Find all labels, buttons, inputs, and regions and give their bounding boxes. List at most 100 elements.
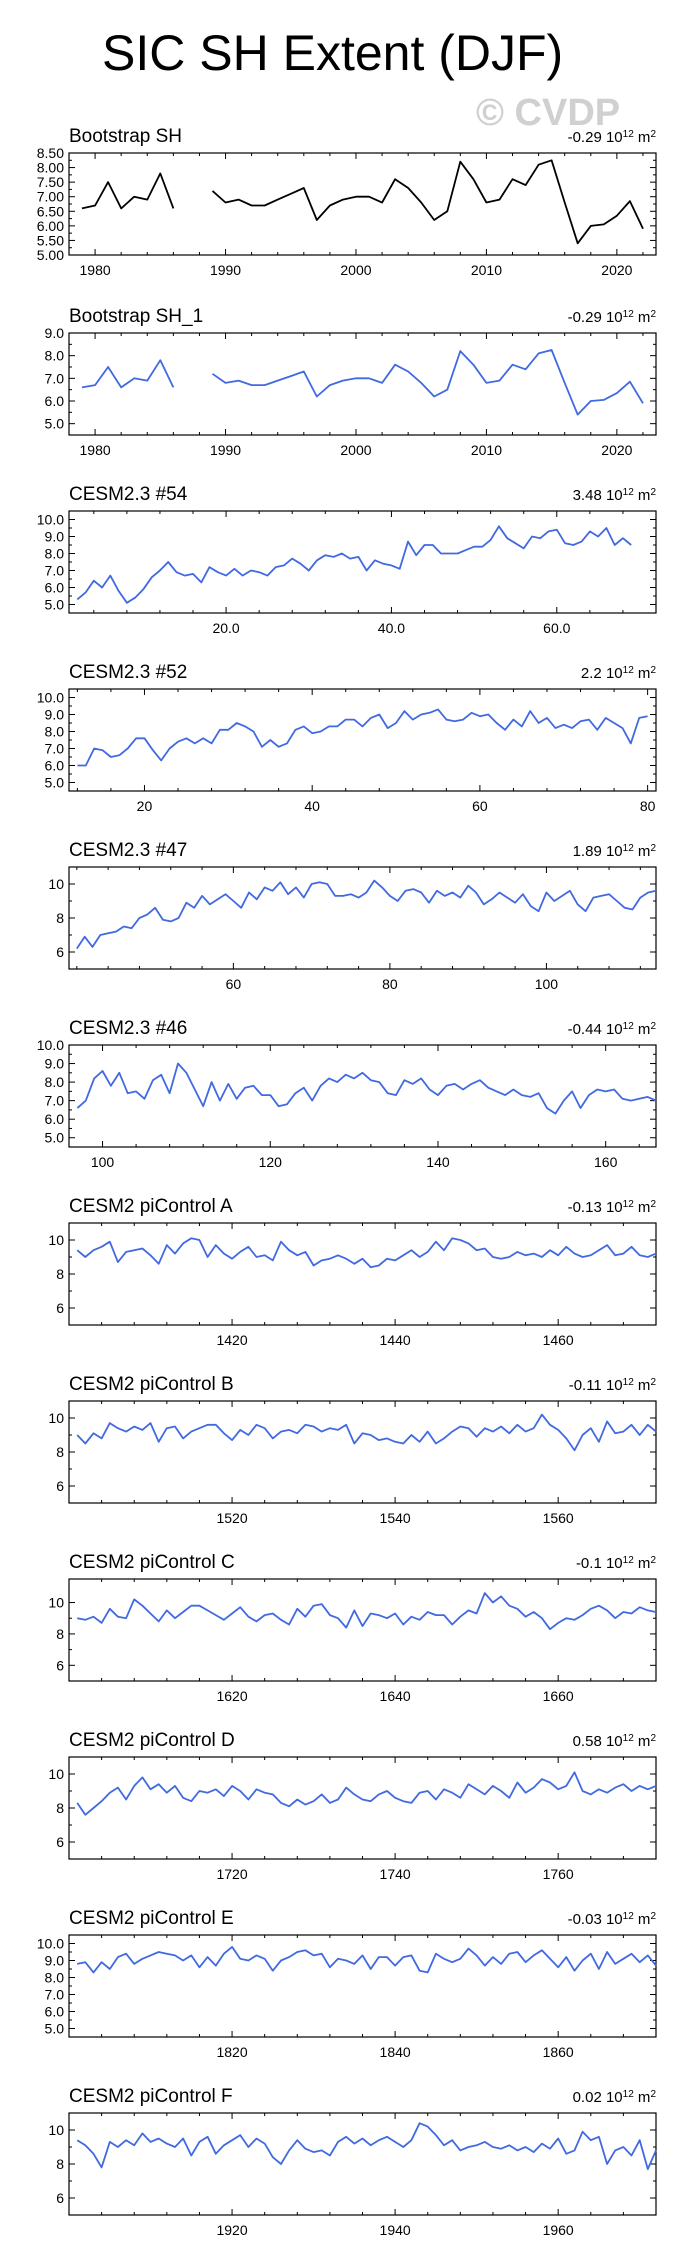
data-series-line — [76, 1413, 657, 1452]
x-tick-label: 1420 — [216, 1332, 247, 1348]
y-tick-label: 10.0 — [37, 690, 64, 706]
trend-label: -0.03 1012 m2 — [568, 1911, 657, 1929]
x-tick-label: 1720 — [216, 1866, 247, 1882]
chart-title: Bootstrap SH — [69, 126, 182, 147]
y-tick-label: 8.0 — [45, 1074, 65, 1090]
y-tick-label: 9.0 — [45, 325, 65, 341]
x-tick-label: 2000 — [340, 442, 371, 458]
x-tick-label: 60 — [226, 976, 242, 992]
x-tick-label: 1840 — [380, 2044, 411, 2060]
y-tick-label: 5.00 — [37, 247, 64, 263]
data-series-line — [76, 879, 657, 950]
x-tick-label: 2010 — [471, 262, 502, 278]
y-tick-label: 6 — [56, 2190, 64, 2206]
y-tick-label: 8 — [56, 1800, 64, 1816]
x-tick-label: 2000 — [340, 262, 371, 278]
plot-frame — [68, 1400, 657, 1504]
plot-frame — [68, 688, 657, 792]
x-tick-label: 1660 — [543, 1688, 574, 1704]
plot-frame — [68, 332, 657, 436]
chart-panel-2: Bootstrap SH_1 -0.29 1012 m2 5.0 6.0 7.0 8.0 9… — [45, 306, 657, 458]
x-tick-label: 40.0 — [378, 620, 405, 636]
y-tick-label: 8 — [56, 1266, 64, 1282]
y-tick-label: 6.0 — [45, 393, 65, 409]
plot-frame — [68, 1578, 657, 1682]
plot-frame — [68, 152, 657, 256]
data-series-line — [81, 359, 175, 389]
chart-panel-4: CESM2.3 #52 2.2 1012 m2 5.06.07.08.09.010.… — [37, 662, 657, 814]
x-tick-label: 100 — [535, 976, 559, 992]
chart-panel-9: CESM2 piControl C -0.1 1012 m2 6 8 10 1620 164… — [48, 1552, 657, 1704]
data-series-line — [76, 1237, 657, 1269]
x-tick-label: 1440 — [380, 1332, 411, 1348]
y-tick-label: 9.0 — [45, 1953, 65, 1969]
data-series-line — [77, 708, 648, 767]
data-series-line — [211, 349, 644, 416]
x-tick-label: 100 — [91, 1154, 115, 1170]
x-tick-label: 20.0 — [212, 620, 239, 636]
y-tick-label: 10 — [48, 876, 64, 892]
x-tick-label: 1620 — [216, 1688, 247, 1704]
x-tick-label: 40 — [304, 798, 320, 814]
y-tick-label: 9.0 — [45, 1056, 65, 1072]
y-tick-label: 10.0 — [37, 1936, 64, 1952]
y-tick-label: 10.0 — [37, 1037, 64, 1053]
y-tick-label: 5.0 — [45, 775, 65, 791]
y-tick-label: 10 — [48, 1595, 64, 1611]
y-tick-label: 6.50 — [37, 203, 64, 219]
y-tick-label: 8 — [56, 2156, 64, 2172]
y-tick-label: 10 — [48, 2122, 64, 2138]
chart-title: CESM2.3 #52 — [69, 662, 187, 683]
y-tick-label: 6.0 — [45, 2004, 65, 2020]
x-tick-label: 160 — [594, 1154, 618, 1170]
trend-label: -0.1 1012 m2 — [576, 1555, 657, 1573]
plot-frame — [68, 1222, 657, 1326]
y-tick-label: 9.0 — [45, 529, 65, 545]
data-series-line — [211, 159, 644, 245]
chart-title: CESM2 piControl B — [69, 1374, 234, 1395]
data-series-line — [76, 2122, 657, 2171]
trend-label: -0.44 1012 m2 — [568, 1021, 657, 1039]
chart-panel-12: CESM2 piControl F 0.02 1012 m2 6 8 10 1920 194… — [48, 2086, 657, 2238]
plot-frame — [68, 1934, 657, 2038]
trend-label: -0.29 1012 m2 — [568, 309, 657, 327]
x-tick-label: 1540 — [380, 1510, 411, 1526]
y-tick-label: 8 — [56, 1444, 64, 1460]
y-tick-label: 5.0 — [45, 597, 65, 613]
x-tick-label: 20 — [137, 798, 153, 814]
chart-panel-11: CESM2 piControl E -0.03 1012 m2 5.06.07.08… — [37, 1908, 657, 2060]
y-tick-label: 7.50 — [37, 174, 64, 190]
x-tick-label: 1920 — [216, 2222, 247, 2238]
y-tick-label: 6 — [56, 1478, 64, 1494]
chart-panel-3: CESM2.3 #54 3.48 1012 m2 5.06.07.08.09.010… — [37, 484, 657, 636]
trend-label: 2.2 1012 m2 — [581, 665, 657, 683]
chart-panel-1: Bootstrap SH -0.29 1012 m2 5.005.506.006.5… — [37, 126, 657, 278]
chart-title: CESM2.3 #54 — [69, 484, 188, 505]
y-tick-label: 7.0 — [45, 1987, 65, 2003]
chart-title: CESM2 piControl F — [69, 2086, 233, 2107]
chart-panel-8: CESM2 piControl B -0.11 1012 m2 6 8 10 1520 15… — [48, 1374, 657, 1526]
x-tick-label: 2020 — [601, 262, 632, 278]
x-tick-label: 120 — [259, 1154, 283, 1170]
cvdp-watermark: © CVDP — [476, 92, 621, 134]
trend-label: -0.13 1012 m2 — [568, 1199, 657, 1217]
x-tick-label: 1560 — [543, 1510, 574, 1526]
x-tick-label: 1520 — [216, 1510, 247, 1526]
y-tick-label: 7.00 — [37, 189, 64, 205]
x-tick-label: 1740 — [380, 1866, 411, 1882]
y-tick-label: 6 — [56, 1300, 64, 1316]
y-tick-label: 8.0 — [45, 348, 65, 364]
chart-title: CESM2.3 #47 — [69, 840, 187, 861]
chart-panel-7: CESM2 piControl A -0.13 1012 m2 6 8 10 1420 14… — [48, 1196, 657, 1348]
x-tick-label: 60.0 — [543, 620, 570, 636]
y-tick-label: 7.0 — [45, 370, 65, 386]
y-tick-label: 6.00 — [37, 218, 64, 234]
y-tick-label: 5.50 — [37, 232, 64, 248]
page-title: SIC SH Extent (DJF) — [102, 25, 564, 81]
y-tick-label: 10.0 — [37, 512, 64, 528]
data-series-line — [81, 172, 175, 210]
x-tick-label: 1980 — [80, 262, 111, 278]
y-tick-label: 6.0 — [45, 1111, 65, 1127]
chart-panel-6: CESM2.3 #46 -0.44 1012 m2 5.0 6.0 7.0 8.0 9.0 1… — [37, 1018, 657, 1170]
